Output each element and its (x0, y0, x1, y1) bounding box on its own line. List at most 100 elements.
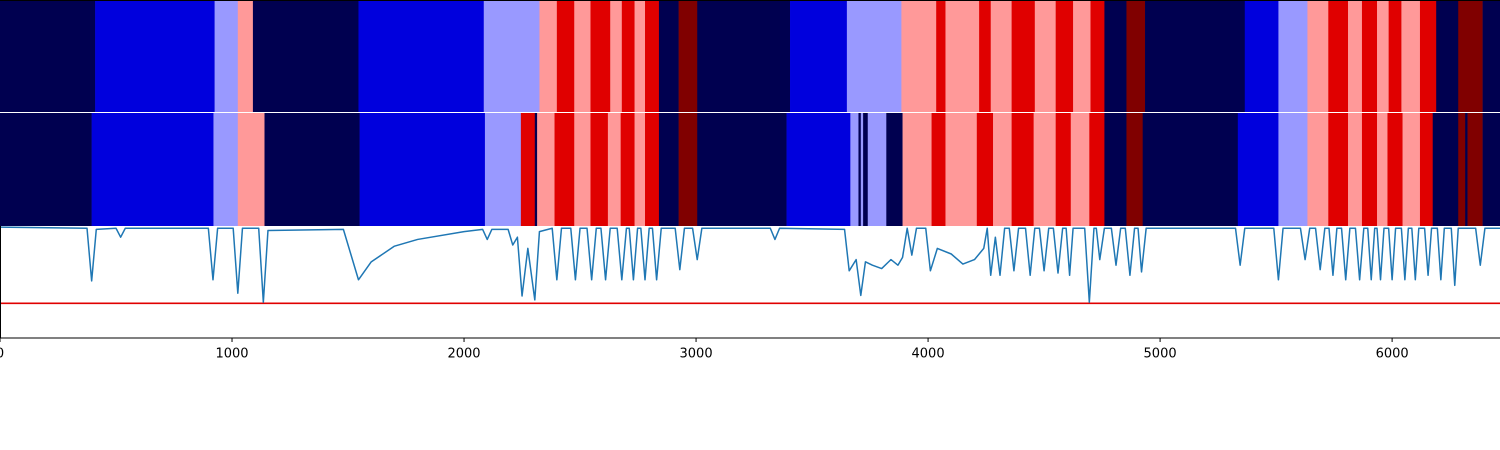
segment (993, 113, 1012, 226)
segment (634, 113, 646, 226)
x-tick-label: 4000 (912, 347, 945, 362)
segment (860, 113, 864, 226)
segment (1142, 113, 1239, 226)
segment (846, 0, 902, 112)
segment (1011, 113, 1034, 226)
segment (902, 113, 932, 226)
segment (534, 113, 538, 226)
segment (945, 0, 980, 112)
segment (1377, 0, 1389, 112)
segment (520, 113, 536, 226)
segment (1278, 0, 1308, 112)
segment (1073, 0, 1091, 112)
signal-line (0, 226, 1500, 303)
segment (1126, 0, 1146, 112)
segment (554, 113, 575, 226)
segment (556, 0, 575, 112)
segment (786, 113, 851, 226)
segment (1278, 113, 1308, 226)
segment (1070, 113, 1090, 226)
segment (945, 113, 978, 226)
segment (1419, 0, 1437, 112)
segment (1089, 113, 1105, 226)
segment (645, 0, 660, 112)
segment (1328, 113, 1349, 226)
segment (539, 0, 558, 112)
segment (621, 0, 635, 112)
segment (1033, 113, 1056, 226)
segment (697, 113, 787, 226)
segment (1126, 113, 1143, 226)
segment (0, 0, 96, 112)
segment (1482, 0, 1500, 112)
segment (590, 113, 609, 226)
segment (484, 113, 522, 226)
segment (610, 0, 623, 112)
segment (1348, 0, 1363, 112)
x-tick-label: 2000 (447, 347, 480, 362)
segment (863, 113, 869, 226)
segment (1034, 0, 1056, 112)
segment (1419, 113, 1434, 226)
segment (678, 0, 698, 112)
segment (0, 113, 92, 226)
segment (620, 113, 635, 226)
segment (358, 0, 485, 112)
segment (979, 0, 992, 112)
segment (237, 0, 254, 112)
segment (645, 113, 660, 226)
x-tick-label: 1000 (215, 347, 248, 362)
segment (1432, 113, 1459, 226)
segment (1377, 113, 1388, 226)
segment (214, 0, 239, 112)
segment (264, 113, 360, 226)
segment (931, 113, 946, 226)
segment (1402, 113, 1421, 226)
segment (697, 0, 791, 112)
segment (886, 113, 903, 226)
segment (658, 0, 679, 112)
segment (1090, 0, 1105, 112)
segment (1401, 0, 1421, 112)
segment (607, 113, 621, 226)
segment (901, 0, 937, 112)
segment (1055, 113, 1072, 226)
segment (790, 0, 848, 112)
segment (359, 113, 486, 226)
segment (1465, 113, 1468, 226)
segment (1482, 113, 1500, 226)
segment (1237, 113, 1279, 226)
segment (213, 113, 239, 226)
segment (867, 113, 887, 226)
segment (678, 113, 698, 226)
segment (537, 113, 555, 226)
x-tick-label: 3000 (680, 347, 713, 362)
segment (658, 113, 679, 226)
segment (1361, 113, 1378, 226)
x-tick-label: 5000 (1144, 347, 1177, 362)
segment (936, 0, 946, 112)
segment (1467, 113, 1483, 226)
segment (1458, 0, 1483, 112)
segment (1328, 0, 1349, 112)
segment (1307, 0, 1329, 112)
segment (1055, 0, 1074, 112)
segment (1348, 113, 1363, 226)
segment (91, 113, 214, 226)
segment (574, 0, 591, 112)
segment (634, 0, 646, 112)
segment (1388, 0, 1402, 112)
segment (252, 0, 359, 112)
segment (95, 0, 215, 112)
segment (1145, 0, 1246, 112)
segment (574, 113, 591, 226)
segment (990, 0, 1012, 112)
segment (858, 113, 862, 226)
segment (237, 113, 265, 226)
segment (1104, 113, 1127, 226)
x-tick-label: 6000 (1376, 347, 1409, 362)
segment (850, 113, 859, 226)
segment (1011, 0, 1036, 112)
segment (1387, 113, 1403, 226)
